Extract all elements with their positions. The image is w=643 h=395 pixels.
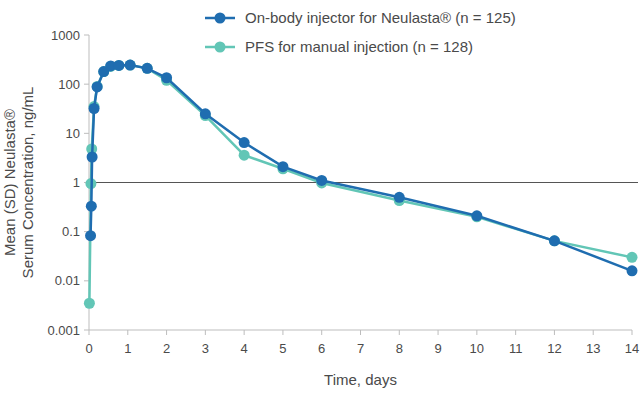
x-tick — [399, 330, 400, 335]
x-tick — [89, 330, 90, 335]
y-tick-label: 100 — [58, 77, 80, 92]
x-tick — [282, 330, 283, 335]
x-tick — [127, 330, 128, 335]
y-tick — [84, 133, 89, 134]
legend-marker — [215, 42, 226, 53]
data-point — [627, 252, 638, 263]
data-point — [125, 60, 136, 71]
x-tick-label: 6 — [318, 341, 325, 356]
data-point — [89, 103, 100, 114]
x-tick — [515, 330, 516, 335]
legend-label: PFS for manual injection (n = 128) — [245, 38, 473, 55]
data-point — [142, 63, 153, 74]
x-tick-label: 13 — [586, 341, 600, 356]
x-tick-label: 3 — [202, 341, 209, 356]
data-point — [161, 72, 172, 83]
y-axis-label: Serum Concentration, ng/mL — [19, 87, 36, 279]
y-tick — [84, 35, 89, 36]
data-point — [84, 298, 95, 309]
x-tick — [321, 330, 322, 335]
y-axis-label: Mean (SD) Neulasta® — [1, 109, 18, 256]
data-point — [142, 63, 153, 74]
y-tick-label: 0.1 — [62, 224, 80, 239]
y-tick — [84, 330, 89, 331]
x-tick — [166, 330, 167, 335]
data-point — [85, 230, 96, 241]
data-point — [200, 108, 211, 119]
y-tick-label: 10 — [66, 126, 80, 141]
data-point — [113, 60, 124, 71]
data-point — [86, 201, 97, 212]
x-axis-label: Time, days — [324, 371, 397, 388]
data-point — [92, 81, 103, 92]
y-tick — [84, 84, 89, 85]
x-tick — [632, 330, 633, 335]
series-line — [91, 65, 632, 271]
data-point — [125, 60, 136, 71]
series-line — [89, 65, 632, 303]
x-tick-label: 2 — [163, 341, 170, 356]
x-tick — [360, 330, 361, 335]
y-tick-label: 0.01 — [55, 273, 80, 288]
data-point — [549, 235, 560, 246]
x-tick — [205, 330, 206, 335]
x-tick-label: 1 — [124, 341, 131, 356]
data-point — [277, 161, 288, 172]
data-point — [239, 137, 250, 148]
x-tick — [244, 330, 245, 335]
x-tick-label: 4 — [241, 341, 248, 356]
data-point — [549, 235, 560, 246]
x-tick — [554, 330, 555, 335]
y-tick-label: 0.001 — [47, 323, 80, 338]
x-tick-label: 7 — [357, 341, 364, 356]
legend-marker — [215, 13, 226, 24]
x-tick-label: 8 — [396, 341, 403, 356]
data-point — [87, 152, 98, 163]
x-tick-label: 11 — [509, 341, 523, 356]
x-tick-label: 0 — [85, 341, 92, 356]
x-tick-label: 12 — [547, 341, 561, 356]
x-tick — [438, 330, 439, 335]
x-tick — [476, 330, 477, 335]
data-point — [627, 265, 638, 276]
x-tick-label: 9 — [434, 341, 441, 356]
data-point — [113, 60, 124, 71]
y-tick — [84, 280, 89, 281]
reference-line — [89, 182, 638, 183]
y-tick-label: 1000 — [51, 28, 80, 43]
x-tick — [593, 330, 594, 335]
data-point — [92, 81, 103, 92]
x-tick-label: 5 — [279, 341, 286, 356]
plot-area — [84, 60, 638, 309]
data-point — [471, 210, 482, 221]
data-point — [239, 150, 250, 161]
x-tick-label: 14 — [625, 341, 639, 356]
y-tick-label: 1 — [73, 175, 80, 190]
legend-label: On-body injector for Neulasta® (n = 125) — [245, 9, 516, 26]
x-tick-label: 10 — [470, 341, 484, 356]
data-point — [394, 192, 405, 203]
chart: 0.0010.010.11101001000012345678910111213… — [0, 0, 643, 395]
data-point — [316, 175, 327, 186]
